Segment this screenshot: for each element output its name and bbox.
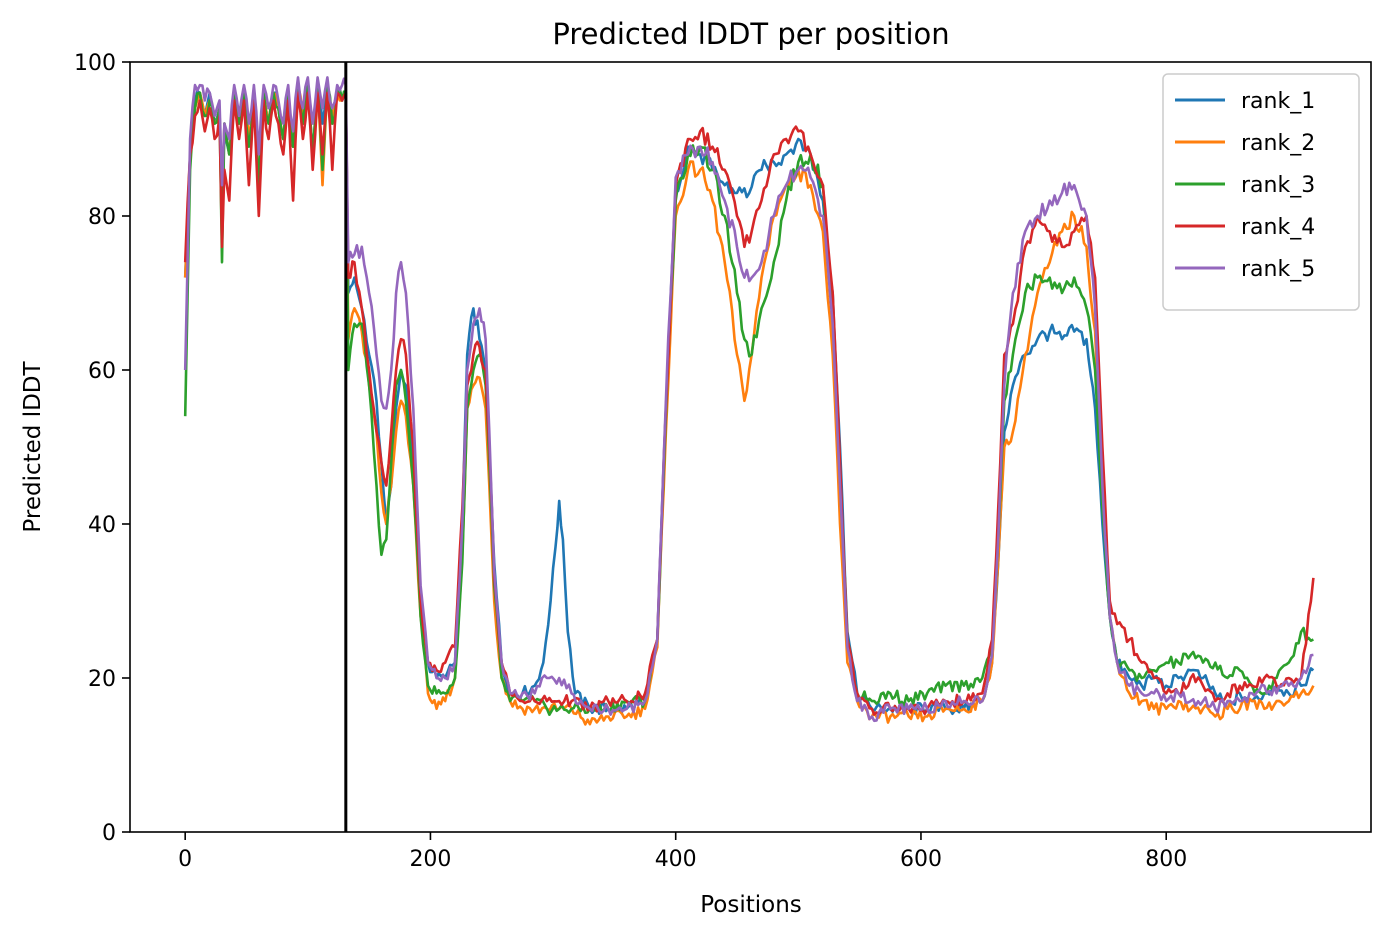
x-tick-label: 400 — [655, 847, 697, 872]
y-tick-label: 60 — [88, 359, 116, 384]
legend-label-rank_4: rank_4 — [1241, 215, 1315, 240]
legend-label-rank_1: rank_1 — [1241, 89, 1315, 114]
series-layer — [183, 76, 1315, 726]
plot-frame — [129, 61, 1372, 833]
legend-box — [1162, 73, 1360, 311]
y-axis-label: Predicted lDDT — [20, 360, 46, 532]
series-line-rank_1 — [183, 83, 1315, 716]
legend: rank_1 rank_2 rank_3 rank_4 rank_5 — [1162, 73, 1360, 311]
chart-title: Predicted lDDT per position — [552, 17, 949, 51]
legend-label-rank_2: rank_2 — [1241, 131, 1315, 156]
y-tick-label: 40 — [88, 513, 116, 538]
x-tick-label: 600 — [900, 847, 942, 872]
legend-label-rank_3: rank_3 — [1241, 173, 1315, 198]
y-tick-label: 20 — [88, 667, 116, 692]
x-axis-label: Positions — [700, 892, 802, 918]
x-tick-label: 800 — [1145, 847, 1187, 872]
x-tick-label: 200 — [409, 847, 451, 872]
x-tick-label: 0 — [178, 847, 192, 872]
y-tick-label: 80 — [88, 205, 116, 230]
y-tick-label: 100 — [74, 51, 116, 76]
axes-layer: 0 200 400 600 800 0 20 40 60 80 100 — [74, 51, 1372, 872]
series-line-rank_4 — [183, 91, 1315, 716]
legend-label-rank_5: rank_5 — [1241, 257, 1315, 282]
series-line-rank_3 — [183, 83, 1314, 716]
series-line-rank_5 — [183, 76, 1314, 723]
y-tick-label: 0 — [102, 821, 116, 846]
